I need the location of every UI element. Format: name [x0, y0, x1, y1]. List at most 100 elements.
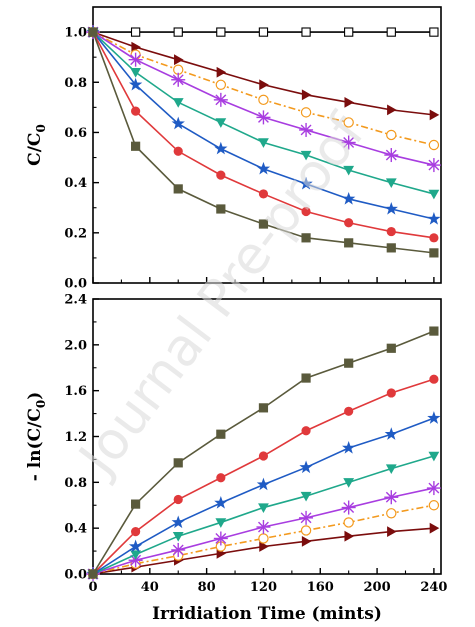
top-panel-concentration-ratio: 0.0 0.2 0.4 0.6 0.8 1.0 C/C0 — [25, 6, 442, 292]
bottom-y-tick-label: 0.0 — [64, 568, 87, 583]
top-data-point — [130, 27, 141, 37]
top-series-triangle-down — [87, 27, 440, 200]
bottom-x-tick-label: 80 — [198, 580, 216, 595]
bottom-data-point — [386, 343, 396, 353]
top-data-point — [301, 89, 312, 101]
bottom-x-tick-label: 0 — [88, 580, 97, 595]
bottom-data-point — [341, 500, 356, 515]
bottom-series-circle — [88, 374, 439, 579]
bottom-data-point — [171, 515, 185, 529]
bottom-data-point — [258, 403, 269, 413]
top-y-tick-label: 0.4 — [64, 176, 87, 191]
top-data-point — [344, 218, 354, 228]
top-data-point — [131, 106, 141, 116]
top-data-point — [428, 189, 440, 200]
top-data-point — [386, 243, 396, 253]
bottom-data-point — [387, 526, 397, 538]
top-series-square-open — [88, 27, 439, 37]
top-data-point — [342, 191, 356, 205]
bottom-data-point — [342, 440, 356, 454]
top-data-point — [343, 117, 354, 128]
top-data-point — [429, 248, 439, 258]
top-data-point — [258, 27, 269, 37]
bottom-data-point — [301, 426, 311, 436]
bottom-y-axis-label-sub: 0 — [34, 400, 48, 408]
top-y-axis-label: C/C0 — [25, 124, 48, 166]
bottom-data-point — [88, 569, 98, 579]
top-data-point — [171, 72, 186, 87]
bottom-data-point — [258, 451, 269, 461]
bottom-data-point — [259, 541, 269, 552]
top-data-point — [429, 109, 440, 121]
top-x-axis — [92, 277, 435, 283]
top-y-axis-label-main: C/C — [25, 133, 45, 166]
top-data-point — [344, 27, 354, 37]
top-series-circle-open — [87, 26, 440, 151]
bottom-series-star — [86, 411, 441, 580]
bottom-data-point — [130, 550, 142, 560]
top-data-point — [344, 238, 354, 248]
top-data-point — [344, 96, 355, 108]
top-data-point — [88, 27, 98, 37]
bottom-y-tick-label: 1.6 — [64, 384, 87, 399]
top-y-axis-label-sub: 0 — [34, 124, 48, 132]
top-data-point — [128, 77, 143, 91]
top-data-point — [429, 233, 439, 243]
bottom-data-point — [343, 517, 354, 528]
bottom-data-point — [384, 427, 398, 440]
bottom-data-point — [428, 500, 440, 511]
bottom-x-tick-label: 240 — [420, 580, 447, 595]
bottom-series-square — [88, 326, 439, 579]
top-data-point — [173, 27, 183, 37]
bottom-y-axis-label: - ln(C/C0) — [25, 392, 48, 482]
x-axis-label: Irridiation Time (mints) — [152, 604, 382, 624]
top-data-point — [173, 146, 183, 156]
bottom-x-axis: 0 40 80 120 160 200 240 — [88, 568, 447, 595]
bottom-x-tick-label: 40 — [141, 580, 159, 595]
bottom-data-point — [385, 464, 397, 474]
top-data-point — [130, 68, 142, 78]
top-y-tick-label: 0.8 — [64, 76, 87, 91]
bottom-data-point — [429, 522, 440, 534]
top-data-point — [301, 206, 311, 217]
bottom-data-point — [427, 411, 441, 424]
bottom-x-tick-label: 160 — [307, 580, 334, 595]
bottom-data-point — [386, 388, 396, 398]
top-data-point — [343, 165, 355, 176]
top-data-point — [215, 79, 227, 90]
top-data-point — [258, 219, 269, 229]
top-data-point — [213, 92, 228, 107]
top-data-point — [385, 178, 397, 189]
top-series-asterisk — [86, 25, 441, 173]
bottom-series-group — [86, 326, 441, 581]
bottom-data-point — [128, 539, 143, 553]
top-data-point — [216, 204, 226, 214]
top-data-point — [301, 233, 311, 243]
top-data-point — [171, 116, 185, 130]
top-data-point — [216, 170, 226, 180]
bottom-data-point — [258, 533, 269, 544]
top-data-point — [215, 118, 227, 128]
bottom-data-point — [216, 429, 226, 439]
bottom-data-point — [299, 460, 313, 474]
bottom-y-axis: 0.0 0.4 0.8 1.2 1.6 2.0 2.4 — [64, 293, 99, 583]
top-data-point — [300, 150, 312, 161]
bottom-data-point — [301, 535, 312, 547]
top-data-point — [216, 66, 227, 78]
top-data-point — [386, 27, 396, 37]
bottom-data-point — [343, 478, 355, 488]
bottom-data-point — [256, 477, 271, 491]
bottom-data-point — [344, 358, 354, 368]
top-data-point — [299, 176, 313, 190]
top-data-point — [173, 184, 183, 194]
top-data-point — [172, 98, 184, 108]
top-data-point — [387, 104, 397, 116]
bottom-data-point — [299, 510, 314, 525]
bottom-y-tick-label: 0.8 — [64, 476, 87, 491]
top-data-point — [214, 141, 228, 155]
top-data-point — [300, 107, 312, 118]
top-data-point — [427, 212, 441, 225]
top-data-point — [386, 129, 397, 141]
top-y-tick-label: 0.6 — [64, 126, 87, 141]
